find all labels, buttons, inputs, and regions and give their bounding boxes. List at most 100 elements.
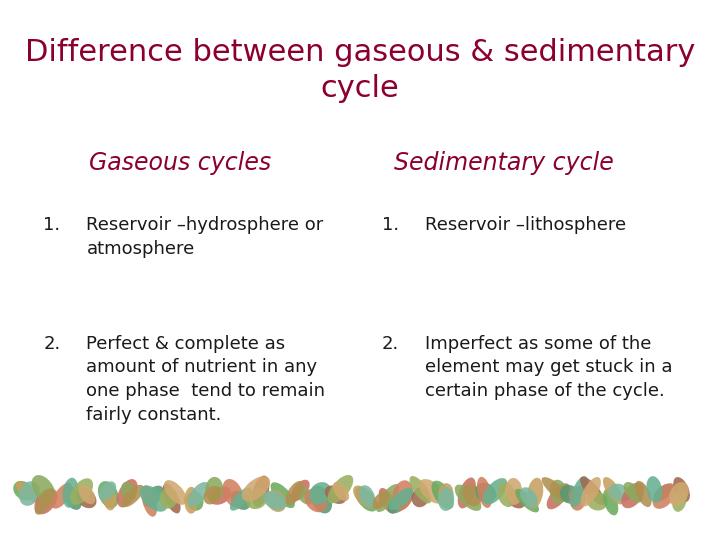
Ellipse shape xyxy=(246,488,268,509)
Ellipse shape xyxy=(70,478,93,505)
Ellipse shape xyxy=(673,477,690,502)
Ellipse shape xyxy=(52,483,72,509)
Ellipse shape xyxy=(389,488,413,510)
Ellipse shape xyxy=(587,491,608,510)
Ellipse shape xyxy=(242,476,270,501)
Ellipse shape xyxy=(140,485,167,512)
Ellipse shape xyxy=(419,479,445,504)
Ellipse shape xyxy=(505,478,523,505)
Ellipse shape xyxy=(669,482,689,506)
Ellipse shape xyxy=(647,476,662,503)
Ellipse shape xyxy=(230,488,251,511)
Ellipse shape xyxy=(652,483,676,509)
Ellipse shape xyxy=(76,488,96,508)
Text: 1.: 1. xyxy=(382,216,399,234)
Ellipse shape xyxy=(230,491,251,510)
Ellipse shape xyxy=(309,482,331,504)
Ellipse shape xyxy=(603,489,618,515)
Ellipse shape xyxy=(222,479,243,508)
Ellipse shape xyxy=(549,480,567,504)
Ellipse shape xyxy=(379,488,396,514)
Ellipse shape xyxy=(353,485,374,508)
Ellipse shape xyxy=(13,481,34,501)
Ellipse shape xyxy=(475,483,496,503)
Ellipse shape xyxy=(32,475,55,503)
Ellipse shape xyxy=(654,484,673,501)
Ellipse shape xyxy=(121,482,136,501)
Ellipse shape xyxy=(63,486,81,510)
Ellipse shape xyxy=(305,489,327,512)
Ellipse shape xyxy=(410,476,431,503)
Ellipse shape xyxy=(560,485,579,504)
Text: Perfect & complete as
amount of nutrient in any
one phase  tend to remain
fairly: Perfect & complete as amount of nutrient… xyxy=(86,335,325,423)
Ellipse shape xyxy=(291,480,310,501)
Ellipse shape xyxy=(458,477,476,508)
Ellipse shape xyxy=(99,481,116,500)
Ellipse shape xyxy=(462,484,482,506)
Ellipse shape xyxy=(482,478,508,505)
Ellipse shape xyxy=(672,489,687,512)
Ellipse shape xyxy=(63,478,78,508)
Ellipse shape xyxy=(117,479,138,508)
Ellipse shape xyxy=(570,486,587,511)
Text: 2.: 2. xyxy=(43,335,60,353)
Ellipse shape xyxy=(355,487,377,511)
Ellipse shape xyxy=(19,481,40,506)
Text: Sedimentary cycle: Sedimentary cycle xyxy=(394,151,614,175)
Ellipse shape xyxy=(527,478,544,509)
Ellipse shape xyxy=(520,487,538,507)
Ellipse shape xyxy=(141,485,157,517)
Ellipse shape xyxy=(412,487,429,507)
Ellipse shape xyxy=(431,481,454,509)
Ellipse shape xyxy=(16,481,39,502)
Ellipse shape xyxy=(103,485,116,510)
Ellipse shape xyxy=(184,487,198,514)
Ellipse shape xyxy=(205,477,223,502)
Ellipse shape xyxy=(498,482,516,507)
Ellipse shape xyxy=(376,484,400,512)
Ellipse shape xyxy=(252,476,269,507)
Ellipse shape xyxy=(164,480,186,505)
Text: 2.: 2. xyxy=(382,335,399,353)
Ellipse shape xyxy=(392,480,413,510)
Ellipse shape xyxy=(286,481,304,505)
Ellipse shape xyxy=(209,487,231,505)
Ellipse shape xyxy=(477,477,492,508)
Ellipse shape xyxy=(328,475,354,503)
Ellipse shape xyxy=(570,476,588,507)
Ellipse shape xyxy=(271,482,295,508)
Ellipse shape xyxy=(98,481,119,508)
Ellipse shape xyxy=(515,489,539,512)
Ellipse shape xyxy=(78,485,96,504)
Ellipse shape xyxy=(541,477,570,502)
Ellipse shape xyxy=(333,482,349,501)
Ellipse shape xyxy=(163,484,181,514)
Ellipse shape xyxy=(621,483,644,508)
Ellipse shape xyxy=(438,487,454,511)
Text: Reservoir –hydrosphere or
atmosphere: Reservoir –hydrosphere or atmosphere xyxy=(86,216,324,258)
Ellipse shape xyxy=(35,489,55,515)
Ellipse shape xyxy=(438,483,454,504)
Ellipse shape xyxy=(359,485,375,507)
Ellipse shape xyxy=(603,477,624,504)
Ellipse shape xyxy=(310,485,332,514)
Ellipse shape xyxy=(160,488,178,509)
Ellipse shape xyxy=(624,482,643,503)
Ellipse shape xyxy=(506,489,526,509)
Ellipse shape xyxy=(580,477,605,505)
Text: Gaseous cycles: Gaseous cycles xyxy=(89,151,271,175)
Ellipse shape xyxy=(635,481,652,507)
Ellipse shape xyxy=(204,486,221,504)
Text: 1.: 1. xyxy=(43,216,60,234)
Ellipse shape xyxy=(372,491,390,509)
Ellipse shape xyxy=(387,489,414,514)
Ellipse shape xyxy=(581,477,601,507)
Ellipse shape xyxy=(264,491,287,510)
Ellipse shape xyxy=(188,482,210,507)
Text: Reservoir –lithosphere: Reservoir –lithosphere xyxy=(425,216,626,234)
Ellipse shape xyxy=(546,483,570,509)
Ellipse shape xyxy=(297,487,313,504)
Text: Difference between gaseous & sedimentary
cycle: Difference between gaseous & sedimentary… xyxy=(24,38,696,103)
Ellipse shape xyxy=(608,484,631,502)
Ellipse shape xyxy=(266,490,287,512)
